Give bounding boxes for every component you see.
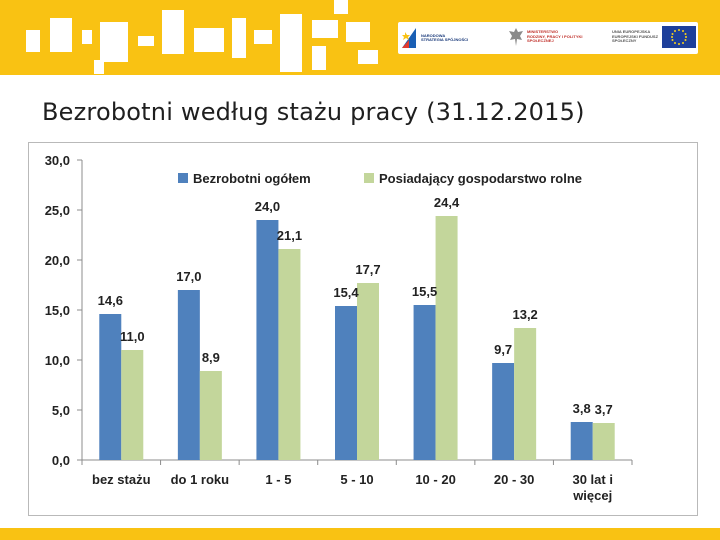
chart-bars (99, 216, 615, 460)
y-tick-label: 5,0 (52, 403, 70, 418)
decor-block (194, 28, 224, 52)
ministry-logo: MINISTERSTWO RODZINY, PRACY I POLITYKI S… (508, 26, 583, 48)
y-tick-label: 0,0 (52, 453, 70, 468)
x-tick-label: więcej (572, 488, 612, 503)
y-tick-label: 15,0 (45, 303, 70, 318)
eu-logo: UNIA EUROPEJSKA EUROPEJSKI FUNDUSZ SPOŁE… (612, 26, 697, 48)
decor-block (138, 36, 154, 46)
data-label: 13,2 (512, 307, 537, 322)
data-label: 17,0 (176, 269, 201, 284)
x-tick-label: 1 - 5 (265, 472, 291, 487)
bar-series-2 (278, 249, 301, 460)
data-label: 3,7 (595, 402, 613, 417)
data-label: 9,7 (494, 342, 512, 357)
x-tick-label: do 1 roku (171, 472, 230, 487)
eagle-emblem-icon (509, 28, 523, 46)
decor-block (82, 30, 92, 44)
decor-block (26, 30, 40, 52)
x-tick-label: 30 lat i (572, 472, 612, 487)
eu-flag-icon (662, 26, 697, 48)
bar-series-1 (492, 363, 515, 460)
legend-swatch (178, 173, 188, 183)
decor-block (50, 18, 72, 52)
header-band: NARODOWA STRATEGIA SPÓJNOŚCI MINISTERSTW… (0, 0, 720, 75)
x-tick-label: bez stażu (92, 472, 151, 487)
y-tick-label: 30,0 (45, 153, 70, 168)
bar-series-2 (121, 350, 144, 460)
data-label: 3,8 (573, 401, 591, 416)
nss-logo-text: NARODOWA STRATEGIA SPÓJNOŚCI (421, 32, 469, 42)
decor-block (358, 50, 378, 64)
bar-series-1 (335, 306, 357, 460)
legend-label: Bezrobotni ogółem (193, 171, 311, 186)
bar-series-2 (357, 283, 379, 460)
eu-logo-text: UNIA EUROPEJSKA EUROPEJSKI FUNDUSZ SPOŁE… (612, 29, 659, 44)
decor-block (280, 14, 302, 72)
decor-block (254, 30, 272, 44)
bar-series-1 (177, 290, 200, 460)
legend-label: Posiadający gospodarstwo rolne (379, 171, 582, 186)
legend-swatch (364, 173, 374, 183)
bar-series-1 (256, 220, 279, 460)
data-label: 8,9 (202, 350, 220, 365)
x-tick-label: 10 - 20 (415, 472, 455, 487)
y-tick-label: 10,0 (45, 353, 70, 368)
decor-block (94, 60, 104, 74)
data-label: 17,7 (355, 262, 380, 277)
decor-block (232, 18, 246, 58)
slide-title: Bezrobotni według stażu pracy (31.12.201… (42, 98, 585, 126)
data-label: 14,6 (98, 293, 123, 308)
nss-emblem-icon (402, 28, 416, 48)
chart-data-labels: 14,6 17,0 24,0 15,4 15,5 9,7 3,8 11,0 8,9 21,1 17,… (98, 195, 613, 417)
bar-series-1 (570, 422, 593, 460)
decor-block (334, 0, 348, 14)
bar-series-2 (592, 423, 615, 460)
nss-logo: NARODOWA STRATEGIA SPÓJNOŚCI (400, 26, 468, 50)
data-label: 21,1 (277, 228, 302, 243)
chart-legend: Bezrobotni ogółem Posiadający gospodarstw… (178, 171, 582, 186)
decor-block (100, 22, 128, 62)
logo-strip: NARODOWA STRATEGIA SPÓJNOŚCI MINISTERSTW… (398, 22, 698, 54)
x-tick-label: 5 - 10 (340, 472, 373, 487)
bar-series-2 (199, 371, 222, 460)
data-label: 24,4 (434, 195, 460, 210)
bar-series-2 (514, 328, 537, 460)
y-tick-label: 25,0 (45, 203, 70, 218)
bar-series-1 (99, 314, 122, 460)
bar-series-1 (413, 305, 436, 460)
decor-block (162, 10, 184, 54)
data-label: 15,5 (412, 284, 437, 299)
decor-block (312, 46, 326, 70)
data-label: 24,0 (255, 199, 280, 214)
y-tick-label: 20,0 (45, 253, 70, 268)
ministry-logo-text: MINISTERSTWO RODZINY, PRACY I POLITYKI S… (527, 29, 583, 44)
footer-band (0, 528, 720, 540)
x-tick-label: 20 - 30 (494, 472, 534, 487)
bar-series-2 (435, 216, 458, 460)
data-label: 15,4 (333, 285, 359, 300)
data-label: 11,0 (120, 329, 145, 344)
decor-block (312, 20, 338, 38)
chart-frame (28, 142, 698, 516)
decor-block (346, 22, 370, 42)
